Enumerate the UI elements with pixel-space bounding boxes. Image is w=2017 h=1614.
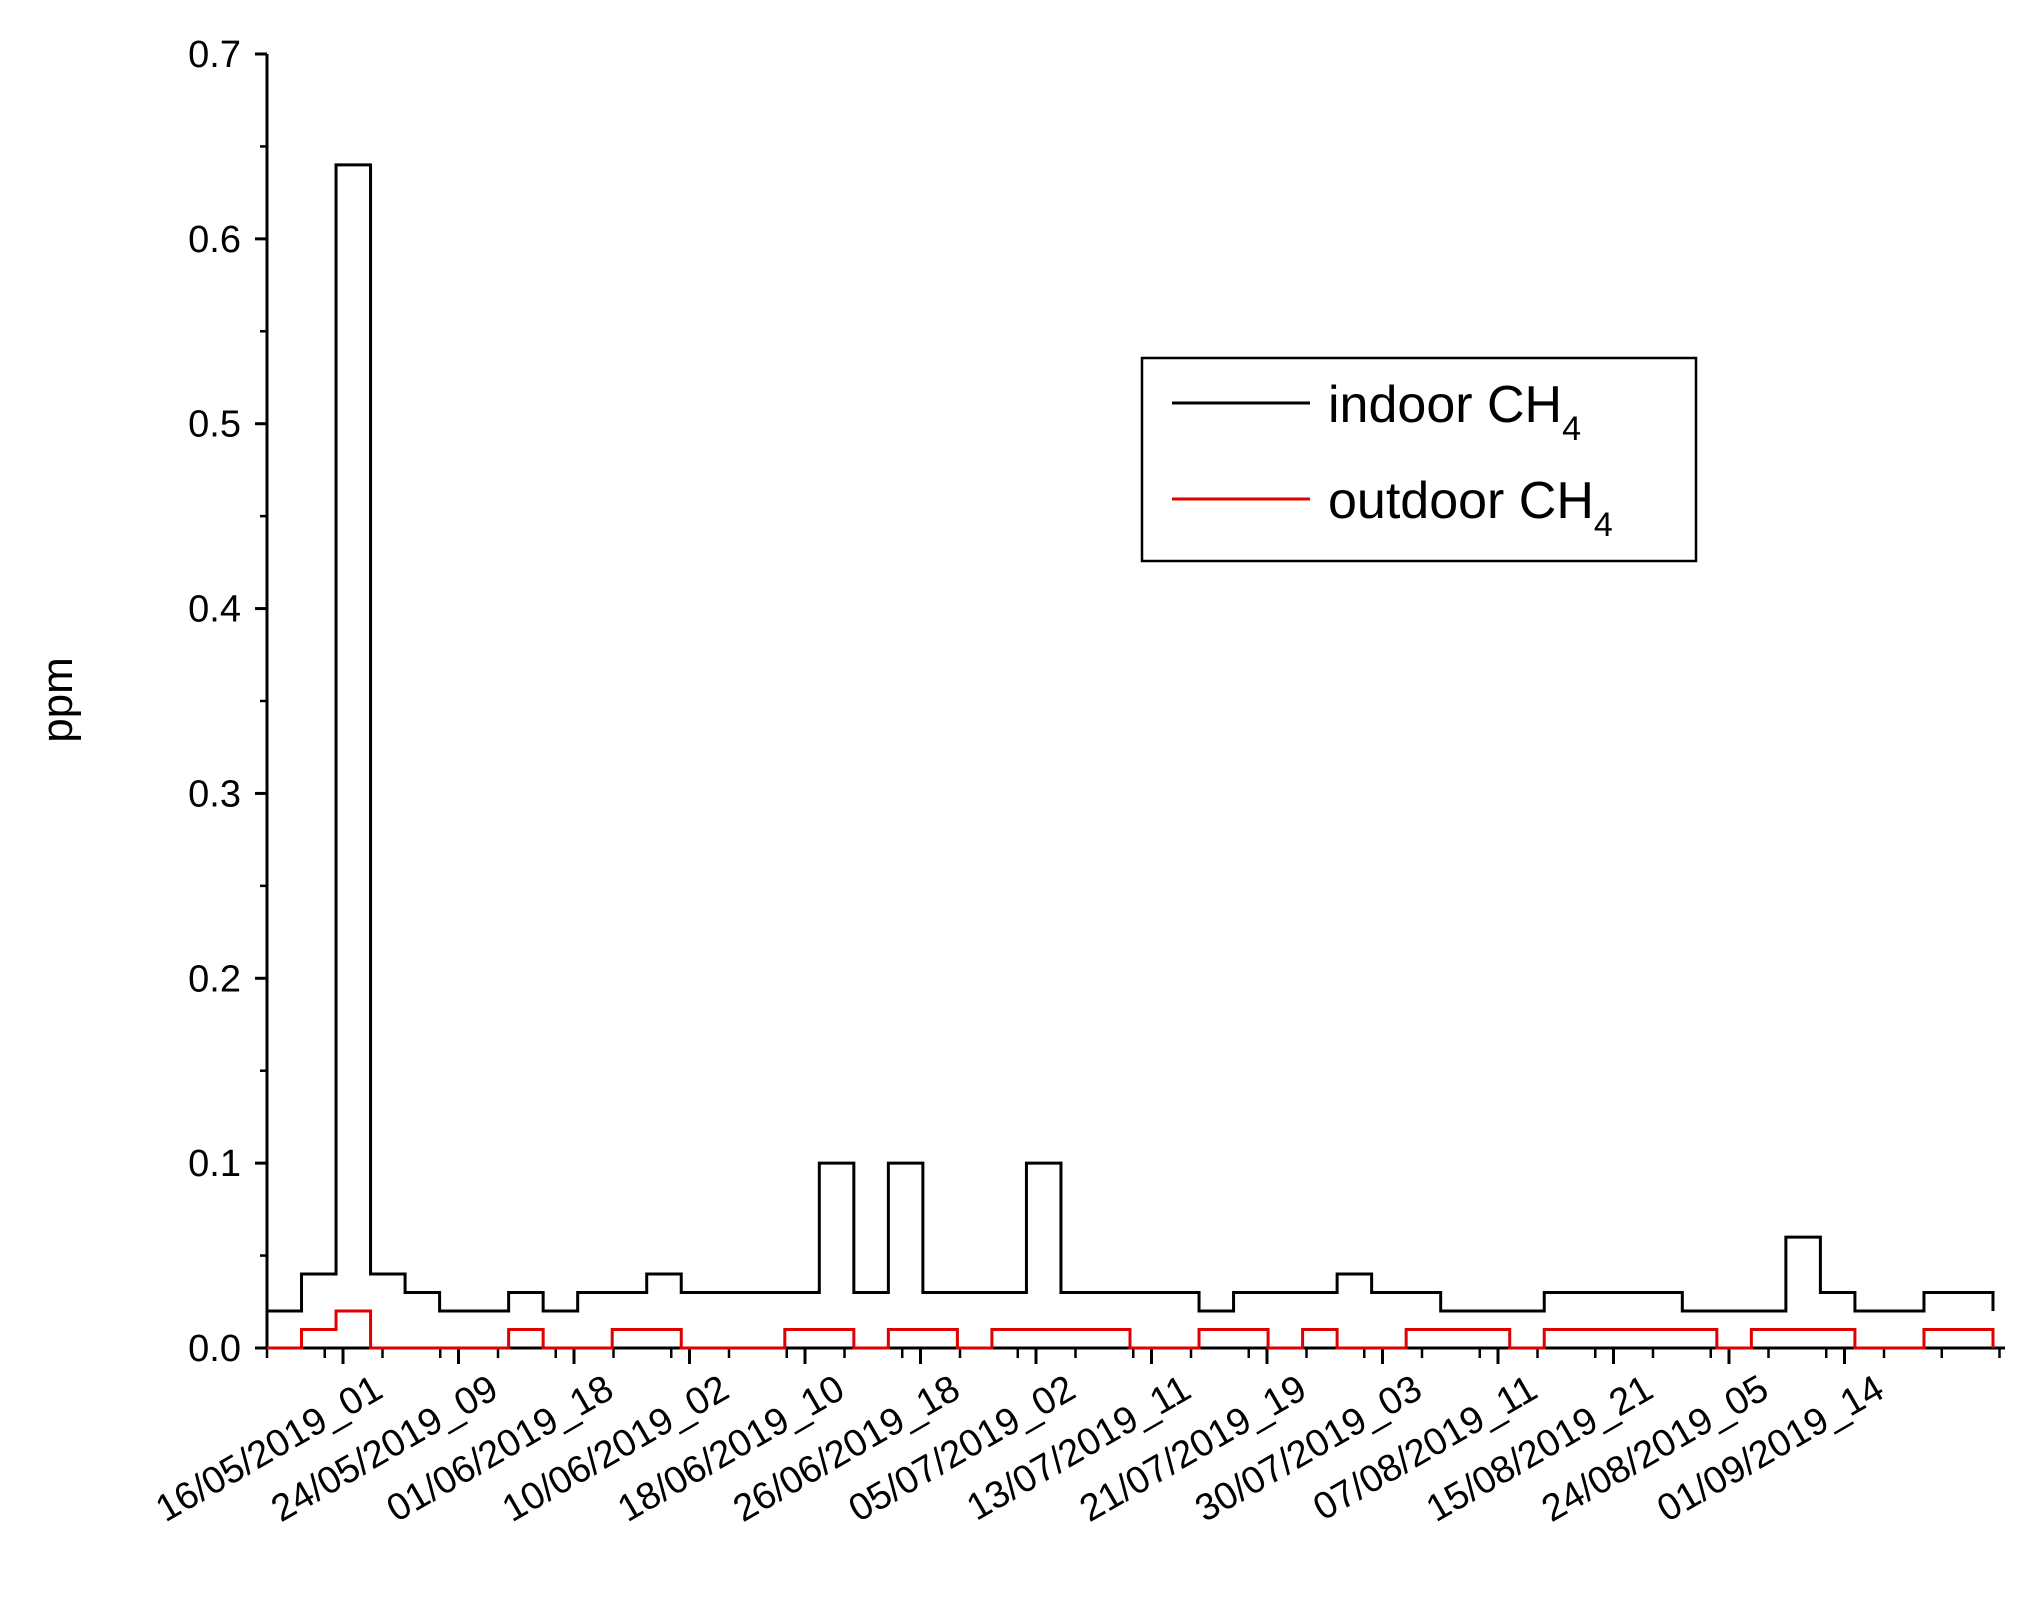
y-tick-label: 0.7 [188,34,241,76]
series-lines [267,163,1995,1350]
series-line-outdoor [267,1309,1995,1350]
y-tick-label: 0.4 [188,589,241,631]
legend-label-indoor: indoor CH4 [1328,376,1581,448]
y-ticks: 0.0 0.1 0.2 0.3 0.4 0.5 0.6 0.7 [188,34,267,1370]
y-tick-label: 0.2 [188,958,241,1000]
plot-area: 0.0 0.1 0.2 0.3 0.4 0.5 0.6 0.7 16/05/2019_0124… [149,34,2005,1531]
y-axis-title: ppm [33,657,82,743]
x-ticks: 16/05/2019_0124/05/2019_0901/06/2019_181… [149,1348,2001,1531]
y-tick-label: 0.1 [188,1143,241,1185]
series-line-indoor [267,163,1995,1313]
y-tick-label: 0.3 [188,773,241,815]
legend: indoor CH4 outdoor CH4 [1140,356,1698,563]
legend-box [1140,356,1698,563]
y-tick-label: 0.6 [188,219,241,261]
y-tick-label: 0.5 [188,404,241,446]
legend-label-outdoor: outdoor CH4 [1328,472,1613,544]
y-tick-label: 0.0 [188,1328,241,1370]
